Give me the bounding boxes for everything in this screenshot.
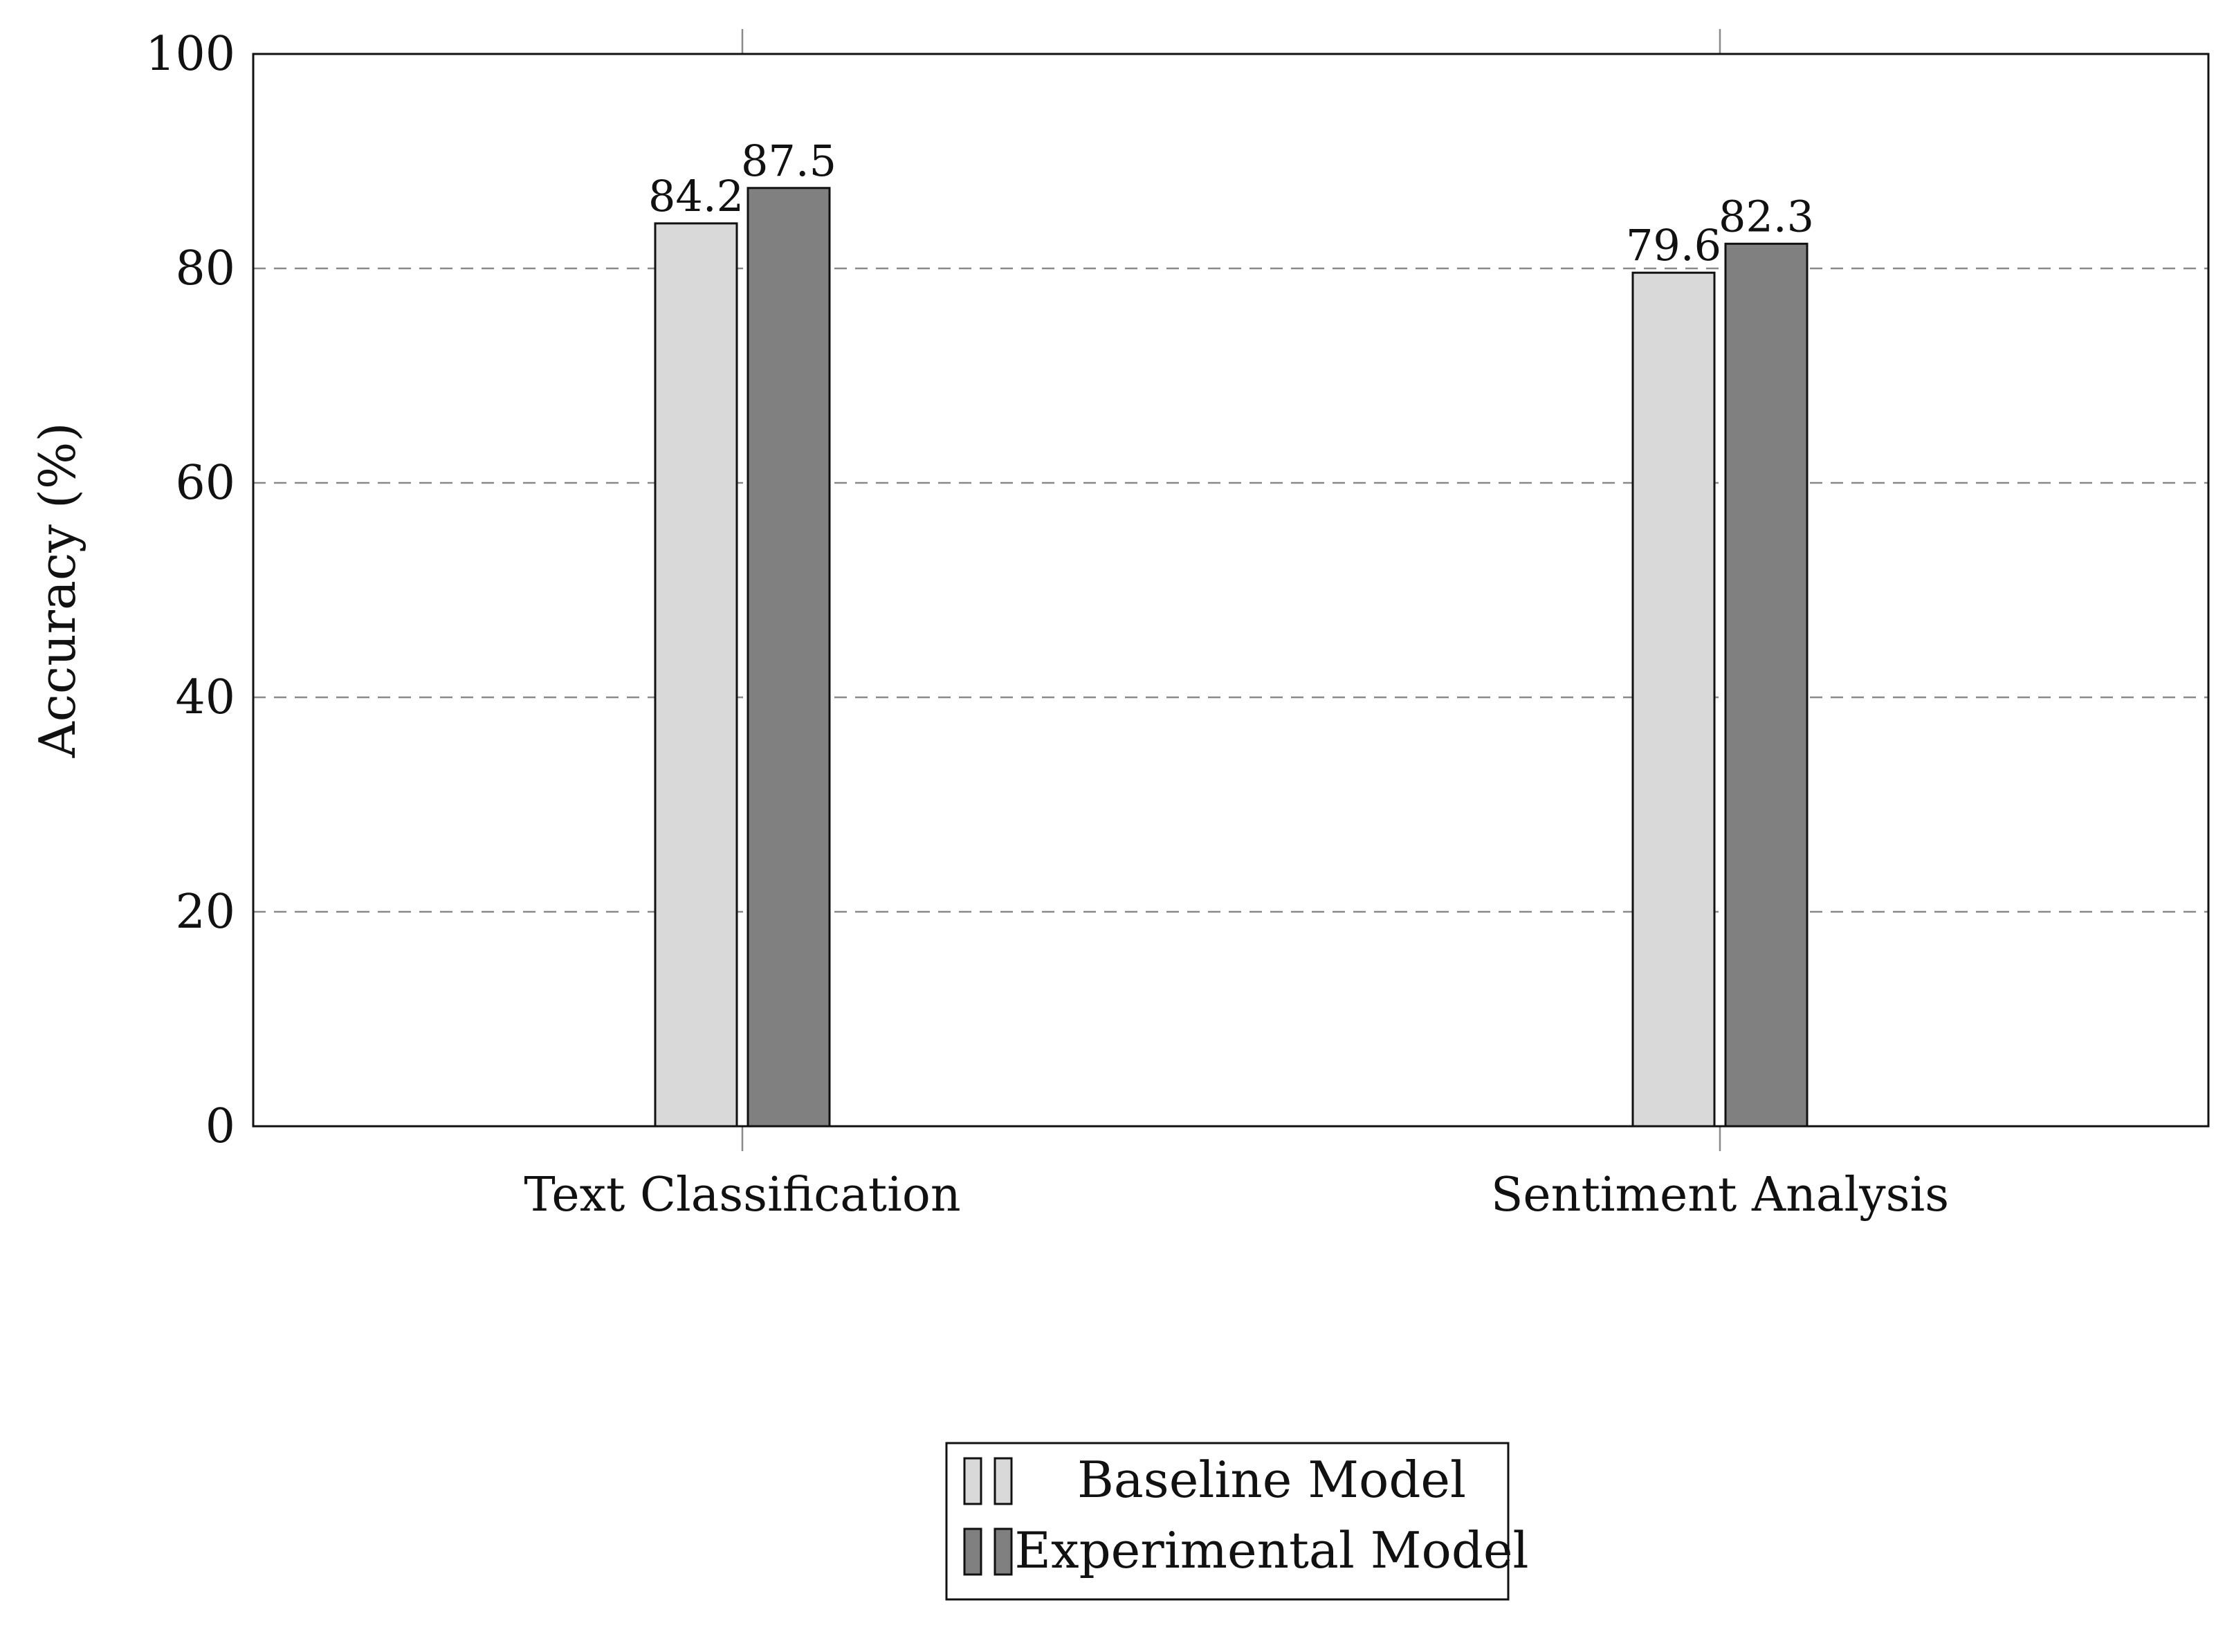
x-category-label: Sentiment Analysis (1491, 1168, 1949, 1222)
bar-value-label: 82.3 (1719, 191, 1814, 241)
legend-entry-label: Baseline Model (1077, 1451, 1466, 1509)
legend-box (945, 1442, 1510, 1601)
legend-entry-label: Experimental Model (1014, 1521, 1528, 1579)
axis-ticks (741, 29, 1721, 1151)
legend-swatch (994, 1457, 1013, 1505)
bar-baseline (1631, 271, 1716, 1128)
bar-experimental (747, 187, 831, 1128)
bar-value-label: 87.5 (741, 136, 836, 186)
y-tick-label: 80 (175, 241, 235, 296)
bar-value-label: 84.2 (648, 171, 744, 221)
legend-swatch (963, 1457, 982, 1505)
y-tick-label: 40 (175, 670, 235, 725)
legend-swatch (963, 1527, 982, 1576)
plot-area-frame (252, 53, 2210, 1128)
grid-lines (253, 267, 2208, 913)
y-axis-title: Accuracy (%) (28, 423, 86, 759)
bar-experimental (1724, 242, 1809, 1128)
bars (654, 187, 1809, 1128)
y-tick-label: 60 (175, 456, 235, 511)
legend: Baseline Model Experimental Model (945, 1442, 1529, 1601)
y-tick-label: 20 (175, 885, 235, 939)
y-tick-label: 100 (145, 27, 235, 82)
x-category-label: Text Classification (524, 1168, 960, 1222)
y-tick-label: 0 (205, 1099, 235, 1154)
labels: 0 20 40 60 80 100 Text Classification Sentiment… (145, 27, 1949, 1222)
bar-value-label: 79.6 (1626, 220, 1721, 270)
bar-baseline (654, 222, 738, 1128)
legend-swatch (994, 1527, 1013, 1576)
